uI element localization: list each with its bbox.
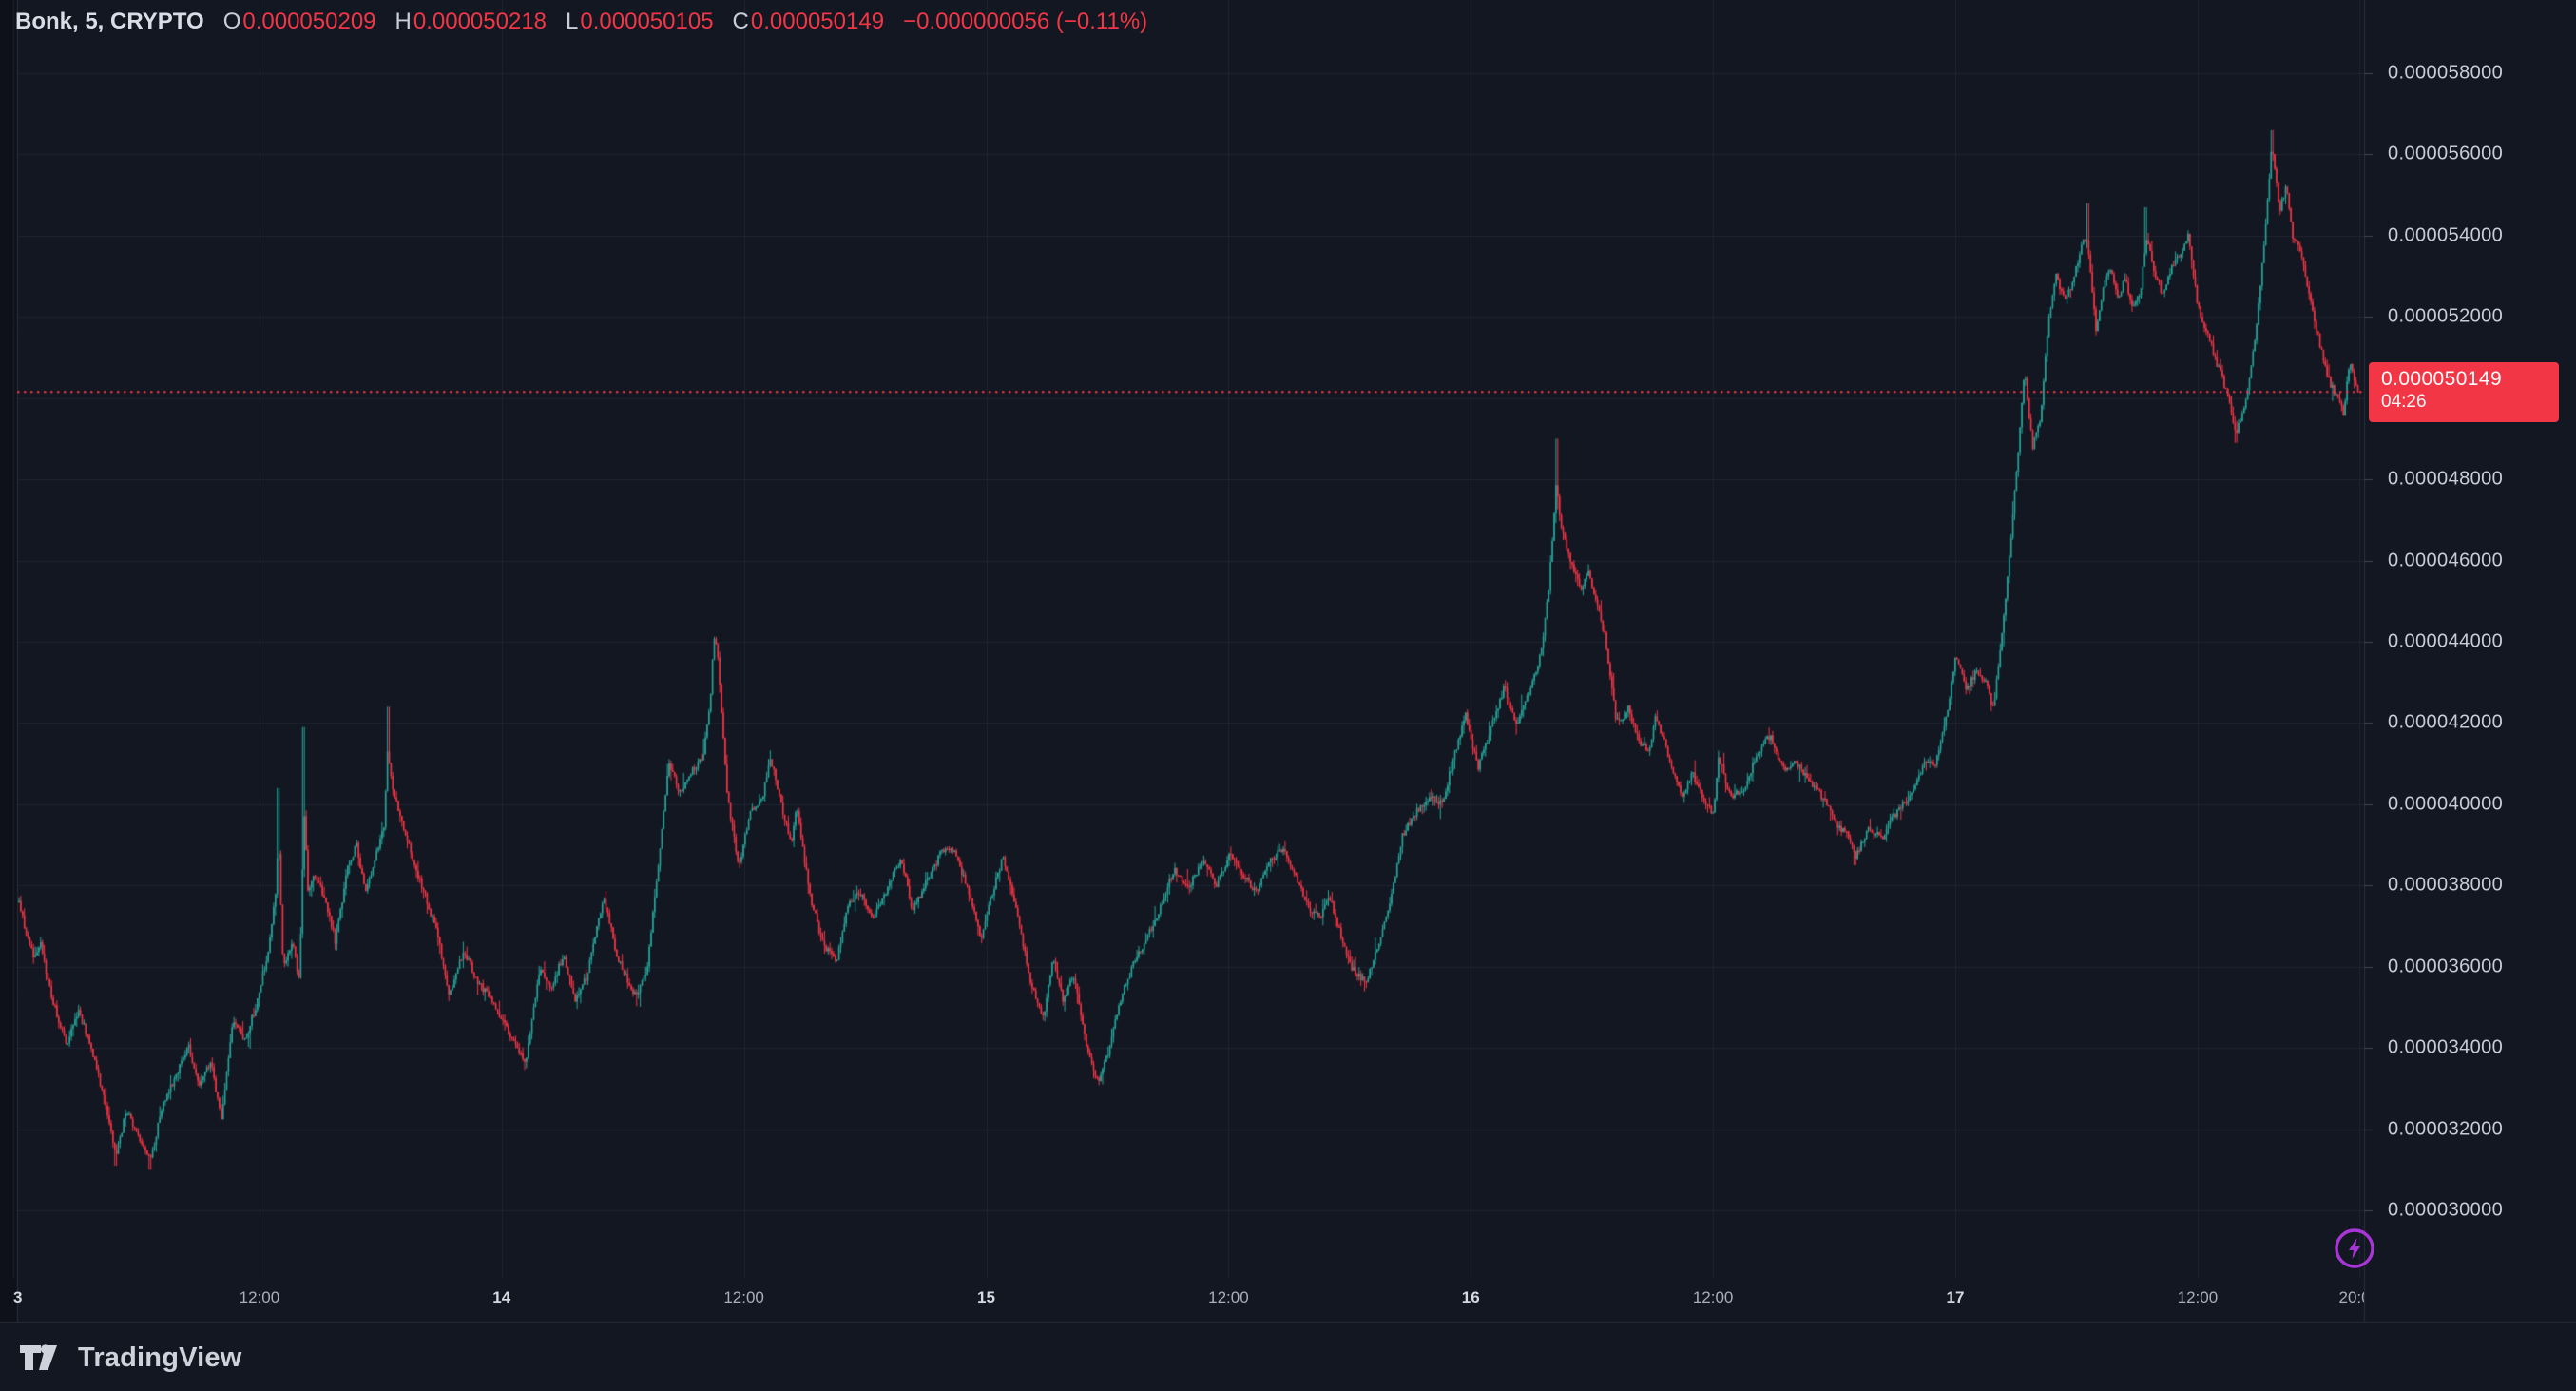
- price-axis-label: 0.000042000: [2388, 711, 2504, 733]
- time-axis-day-label: 17: [1946, 1288, 1965, 1306]
- price-axis-label: 0.000044000: [2388, 630, 2504, 652]
- last-price-value: 0.000050149: [2381, 368, 2503, 390]
- price-axis-label: 0.000054000: [2388, 224, 2504, 246]
- time-axis-label: 12:00: [723, 1288, 764, 1306]
- price-axis-label: 0.000032000: [2388, 1118, 2504, 1140]
- price-axis-label: 0.000038000: [2388, 874, 2504, 896]
- bar-countdown: 04:26: [2381, 391, 2427, 412]
- last-price-badge: 0.000050149 04:26: [2369, 362, 2559, 422]
- open-pair: O 0.000050209: [223, 9, 376, 35]
- tradingview-logo-text: TradingView: [78, 1342, 242, 1373]
- time-axis-day-label: 16: [1461, 1288, 1480, 1306]
- price-axis-label: 0.000052000: [2388, 305, 2504, 327]
- lightning-icon: [2335, 1228, 2374, 1268]
- price-axis-label: 0.000046000: [2388, 550, 2504, 571]
- high-label: H: [394, 9, 412, 34]
- price-axis-label: 0.000048000: [2388, 468, 2504, 490]
- time-axis-day-label: 15: [977, 1288, 995, 1306]
- time-axis-label: 20:00: [2338, 1288, 2364, 1306]
- price-axis-label: 0.000040000: [2388, 793, 2504, 815]
- price-axis-label: 0.000056000: [2388, 143, 2504, 164]
- time-axis-label: 12:00: [2177, 1288, 2219, 1306]
- close-value: 0.000050149: [750, 9, 885, 34]
- open-value: 0.000050209: [242, 9, 376, 34]
- time-axis-label: 12:00: [1692, 1288, 1734, 1306]
- tradingview-logo-icon: [20, 1344, 57, 1370]
- price-axis-label: 0.000058000: [2388, 62, 2504, 84]
- time-axis-label: 12:00: [1208, 1288, 1249, 1306]
- symbol-title[interactable]: Bonk, 5, CRYPTO: [15, 9, 204, 34]
- change-value: −0.000000056 (−0.11%): [903, 9, 1148, 34]
- price-axis-label: 0.000034000: [2388, 1036, 2504, 1058]
- price-axis-label: 0.000030000: [2388, 1199, 2504, 1221]
- low-label: L: [566, 9, 579, 34]
- price-scale[interactable]: 0.000050149 04:26 0.000058000 0.000056000…: [2365, 0, 2576, 1322]
- time-axis-label: 12:00: [239, 1288, 280, 1306]
- time-scale[interactable]: 3 12:00 14 12:00 15 12:00 16 12:00 17 12:00 20:00: [0, 1279, 2364, 1322]
- time-axis-day-label: 14: [492, 1288, 511, 1306]
- symbol-legend[interactable]: Bonk, 5, CRYPTO O 0.000050209 H 0.000050…: [15, 9, 1147, 35]
- low-pair: L 0.000050105: [566, 9, 714, 35]
- open-label: O: [222, 9, 241, 34]
- high-value: 0.000050218: [413, 9, 548, 34]
- time-axis-day-label: 3: [13, 1288, 23, 1306]
- low-value: 0.000050105: [580, 9, 714, 34]
- close-label: C: [732, 9, 749, 34]
- close-pair: C 0.000050149: [733, 9, 885, 35]
- fast-data-button[interactable]: [2333, 1227, 2376, 1270]
- price-axis-label: 0.000036000: [2388, 956, 2504, 977]
- tradingview-logo[interactable]: TradingView: [19, 1339, 242, 1377]
- high-pair: H 0.000050218: [395, 9, 548, 35]
